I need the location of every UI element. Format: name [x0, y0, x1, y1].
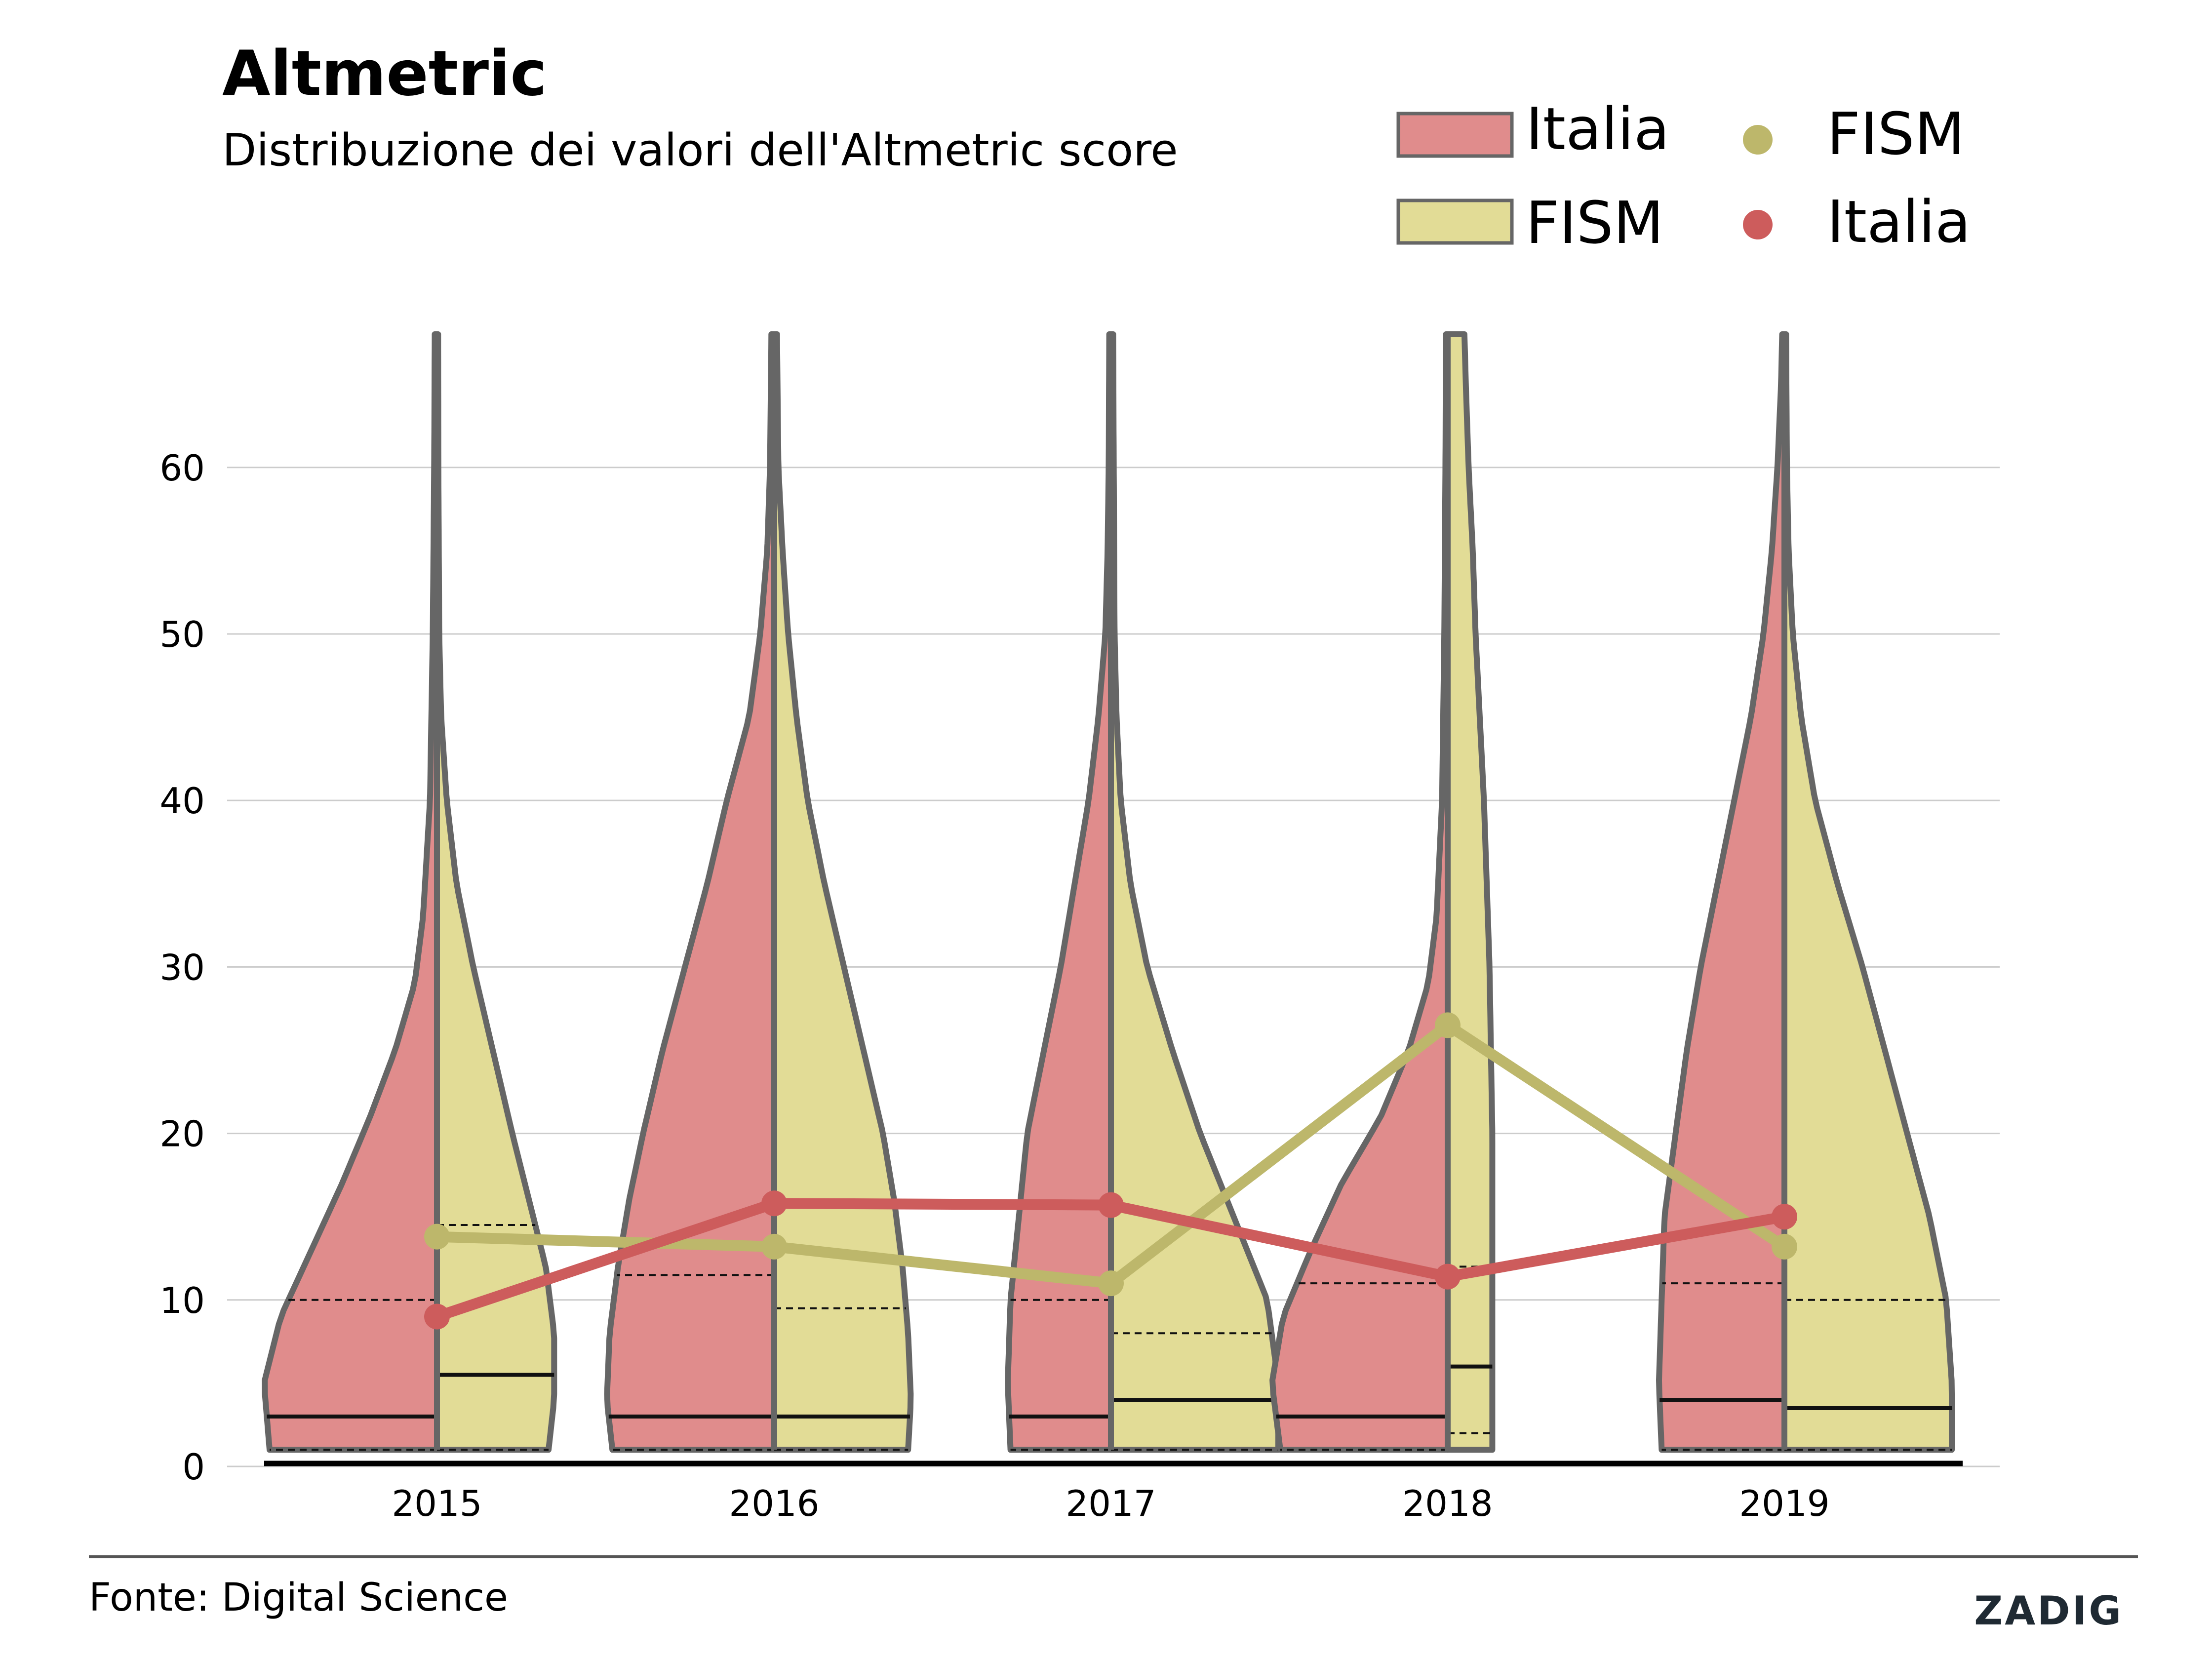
mean-point-italia-2019 — [1772, 1204, 1797, 1230]
mean-point-fism-2015 — [424, 1224, 450, 1250]
violin-half-fism-2019 — [1781, 331, 1955, 1453]
legend-item-italia-violin: Italia — [1396, 95, 1669, 163]
y-tick-label-0: 0 — [182, 1446, 205, 1488]
brand-logo: ZADIG — [1974, 1588, 2123, 1634]
legend-label-fism-line: FISM — [1827, 100, 1965, 168]
brand-logo-text: ZADIG — [1974, 1588, 2123, 1634]
x-tick-label-2017: 2017 — [1066, 1483, 1156, 1524]
y-tick-label-30: 30 — [159, 947, 205, 988]
legend-marker-italia — [1743, 210, 1773, 239]
legend-item-fism-line: FISM — [1743, 100, 1965, 168]
mean-lines — [424, 1012, 1797, 1330]
mean-point-italia-2018 — [1435, 1264, 1461, 1290]
mean-point-italia-2015 — [424, 1304, 450, 1330]
mean-point-italia-2017 — [1098, 1192, 1124, 1218]
x-tick-label-2015: 2015 — [392, 1483, 482, 1524]
violin-half-italia-2015 — [262, 331, 440, 1453]
violin-2018 — [1269, 331, 1496, 1453]
mean-point-fism-2018 — [1435, 1012, 1461, 1038]
chart-subtitle: Distribuzione dei valori dell'Altmetric … — [222, 124, 1178, 176]
y-tick-label-60: 60 — [159, 447, 205, 489]
legend-item-italia-line: Italia — [1743, 188, 1971, 256]
legend-swatch-fism — [1396, 198, 1514, 245]
y-axis-ticks: 0 10 20 30 40 50 60 — [159, 447, 205, 1488]
violin-half-fism-2017 — [1108, 331, 1281, 1453]
chart-title: Altmetric — [222, 37, 547, 110]
legend-label-italia-violin: Italia — [1526, 95, 1669, 163]
x-tick-label-2016: 2016 — [729, 1483, 819, 1524]
mean-point-italia-2016 — [761, 1190, 787, 1217]
legend: Italia FISM FISM Italia — [1396, 95, 1971, 257]
x-axis-ticks: 2015 2016 2017 2018 2019 — [392, 1483, 1829, 1524]
legend-swatch-italia — [1396, 112, 1514, 158]
legend-label-italia-line: Italia — [1827, 188, 1971, 256]
source-note: Fonte: Digital Science — [89, 1576, 508, 1620]
mean-point-fism-2019 — [1772, 1233, 1797, 1260]
legend-item-fism-violin: FISM — [1396, 189, 1663, 257]
y-tick-label-20: 20 — [159, 1113, 205, 1155]
violin-2019 — [1656, 331, 1955, 1453]
violin-2016 — [604, 331, 914, 1453]
y-tick-label-40: 40 — [159, 780, 205, 822]
x-tick-label-2018: 2018 — [1402, 1483, 1493, 1524]
x-tick-label-2019: 2019 — [1739, 1483, 1829, 1524]
y-tick-label-10: 10 — [159, 1280, 205, 1321]
mean-point-fism-2016 — [761, 1233, 787, 1260]
violin-half-fism-2016 — [771, 331, 914, 1453]
violins — [262, 331, 1955, 1453]
legend-marker-fism — [1743, 125, 1773, 155]
legend-label-fism-violin: FISM — [1526, 189, 1663, 257]
violin-half-italia-2019 — [1656, 331, 1787, 1453]
y-tick-label-50: 50 — [159, 614, 205, 655]
violin-2015 — [262, 331, 557, 1453]
violin-2017 — [1005, 331, 1281, 1453]
violin-half-italia-2016 — [604, 331, 777, 1453]
mean-point-fism-2017 — [1098, 1270, 1124, 1297]
